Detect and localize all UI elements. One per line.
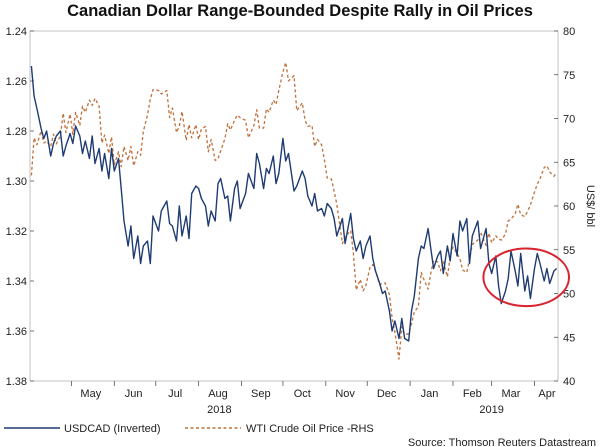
right-tick-label: 75 [563,70,575,82]
x-tick-label: Mar [502,388,521,400]
right-tick-label: 40 [563,376,575,388]
left-tick-label: 1.34 [6,276,27,288]
left-tick-label: 1.26 [6,76,27,88]
x-tick-label: Oct [294,388,311,400]
series-line-wti [30,61,558,360]
left-tick-label: 1.24 [6,26,27,38]
source-note: Source: Thomson Reuters Datastream [408,437,596,447]
highlight-ellipse [482,247,571,308]
x-tick-label: Feb [463,388,482,400]
x-axis: May Jun Jul Aug Sep Oct Nov Dec Jan Feb Mar Apr 2018… [71,381,556,416]
left-tick-label: 1.28 [6,126,27,138]
right-tick-label: 70 [563,114,575,126]
x-tick-label: May [80,388,101,400]
series-layer [30,61,558,360]
right-axis: 80 75 70 65 60 55 50 45 40 [554,26,575,388]
right-tick-label: 45 [563,332,575,344]
x-tick-label: Jul [168,388,182,400]
right-tick-label: 60 [563,201,575,213]
series-line-usdcad [30,65,558,342]
x-tick-label: Jun [125,388,143,400]
left-tick-label: 1.32 [6,226,27,238]
right-tick-label: 80 [563,26,575,38]
right-tick-label: 65 [563,157,575,169]
x-tick-label: Aug [208,388,228,400]
x-year-label: 2019 [479,404,503,416]
right-tick-label: 50 [563,289,575,301]
legend-label-wti: WTI Crude Oil Price -RHS [246,423,374,435]
right-axis-label: US$/ bbl [584,185,596,227]
x-tick-label: Nov [335,388,355,400]
legend-label-usdcad: USDCAD (Inverted) [64,423,161,435]
x-year-label: 2018 [207,404,231,416]
left-tick-label: 1.38 [6,376,27,388]
legend: USDCAD (Inverted) WTI Crude Oil Price -R… [4,423,374,435]
plot-area [29,30,559,382]
x-tick-label: Dec [377,388,397,400]
left-axis: 1.24 1.26 1.28 1.30 1.32 1.34 1.36 1.38 [6,26,34,388]
x-tick-label: Jan [421,388,439,400]
left-tick-label: 1.36 [6,326,27,338]
x-tick-label: Apr [538,388,555,400]
x-tick-label: Sep [251,388,271,400]
right-tick-label: 55 [563,245,575,257]
left-tick-label: 1.30 [6,176,27,188]
annotation-layer [482,247,571,308]
chart-title: Canadian Dollar Range-Bounded Despite Ra… [67,2,533,20]
